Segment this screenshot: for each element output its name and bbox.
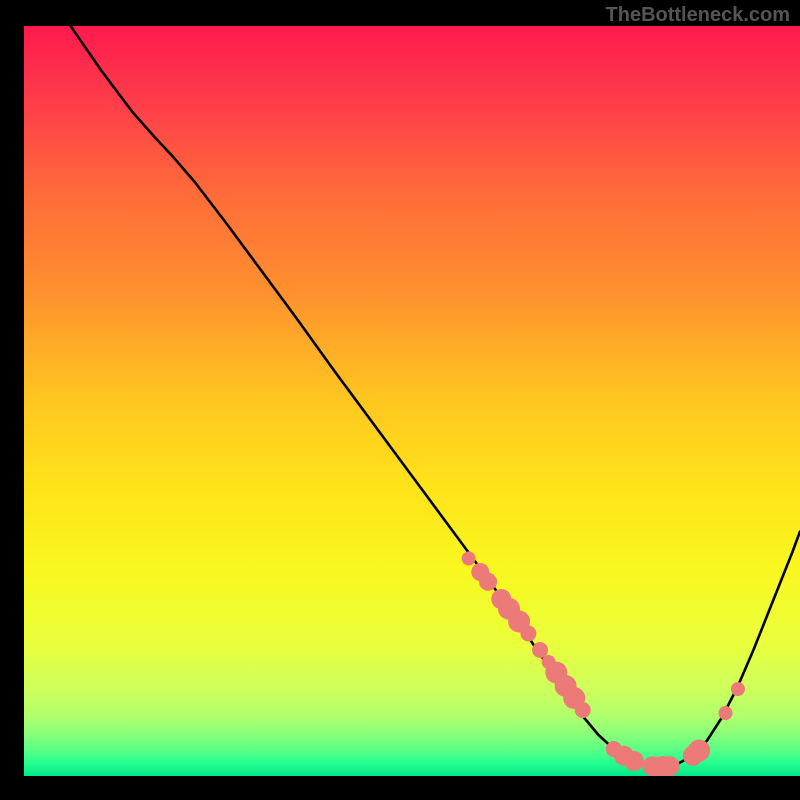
bottleneck-curve-chart	[24, 26, 800, 776]
attribution-label: TheBottleneck.com	[606, 4, 790, 27]
curve-marker	[719, 706, 733, 720]
curve-marker	[462, 552, 476, 566]
curve-marker	[479, 573, 497, 591]
chart-frame: TheBottleneck.com	[0, 0, 800, 800]
gradient-background	[24, 26, 800, 776]
curve-marker	[624, 751, 644, 771]
curve-marker	[520, 626, 536, 642]
curve-marker	[688, 740, 710, 762]
curve-marker	[660, 756, 680, 776]
chart-svg	[24, 26, 800, 776]
curve-marker	[731, 682, 745, 696]
curve-marker	[532, 642, 548, 658]
curve-marker	[575, 702, 591, 718]
